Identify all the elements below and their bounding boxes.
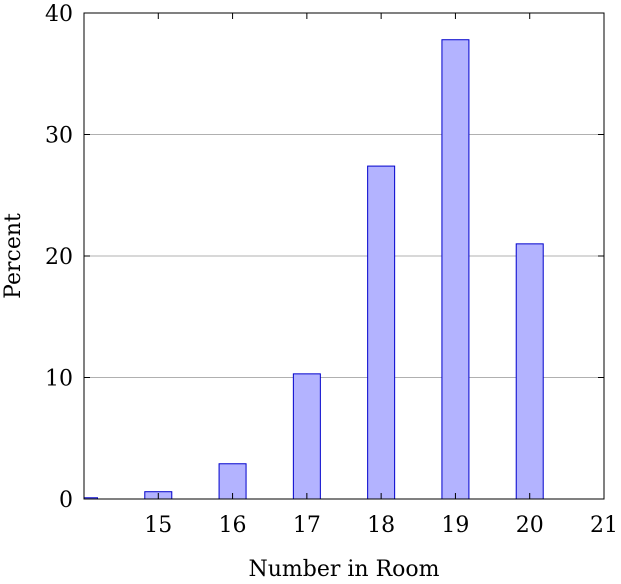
x-tick-label: 15 (144, 513, 172, 538)
bars (83, 39, 544, 500)
x-axis-label: Number in Room (248, 557, 439, 582)
bar (441, 39, 470, 500)
bar (292, 373, 321, 500)
tick-labels: 15 16 17 18 19 20 21 0 10 20 30 40 (45, 2, 618, 538)
x-tick-label: 16 (219, 513, 247, 538)
bar (367, 165, 396, 500)
axis-ticks (84, 12, 605, 500)
x-tick-label: 18 (367, 513, 395, 538)
y-tick-label: 20 (45, 245, 73, 270)
x-tick-label: 19 (441, 513, 469, 538)
x-tick-label: 17 (293, 513, 321, 538)
x-tick-label: 21 (590, 513, 618, 538)
y-tick-label: 40 (45, 2, 73, 27)
y-tick-label: 30 (45, 124, 73, 149)
y-tick-label: 0 (59, 488, 73, 513)
bar (515, 243, 544, 500)
y-tick-label: 10 (45, 367, 73, 392)
x-tick-label: 20 (516, 513, 544, 538)
y-axis-label: Percent (1, 213, 26, 299)
